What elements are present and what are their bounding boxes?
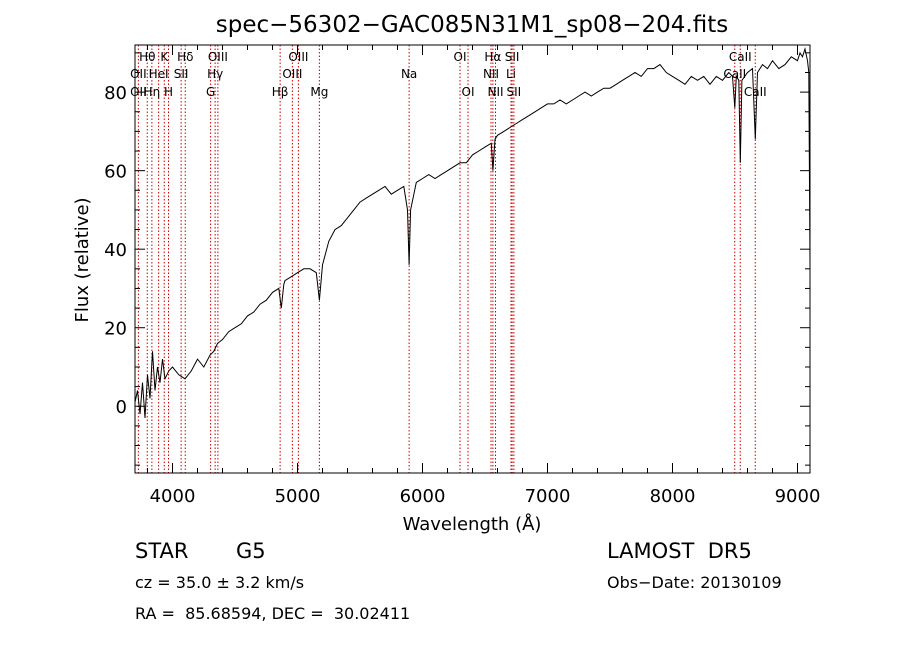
x-tick-label: 9000 bbox=[775, 486, 821, 507]
spectral-line-markers bbox=[137, 45, 756, 473]
line-label: CaII bbox=[744, 85, 767, 99]
line-label: OII bbox=[130, 67, 147, 81]
line-label: Hη bbox=[144, 85, 161, 99]
line-label: OIII bbox=[282, 67, 302, 81]
x-axis-ticks: 4000 5000 6000 7000 8000 9000 bbox=[147, 45, 821, 507]
y-tick-label: 0 bbox=[116, 397, 127, 418]
x-tick-label: 8000 bbox=[650, 486, 696, 507]
line-label: Hβ bbox=[272, 85, 289, 99]
y-tick-label: 40 bbox=[104, 240, 127, 261]
spectral-line-labels: Hθ K Hδ OIII OIII OI Hα SII CaII OII HeI SII Hγ OIII N… bbox=[130, 50, 767, 99]
line-label: HeI bbox=[149, 67, 169, 81]
line-label: Hδ bbox=[177, 50, 193, 64]
x-tick-label: 5000 bbox=[275, 486, 321, 507]
line-label: SII bbox=[507, 85, 522, 99]
line-label: G bbox=[206, 85, 215, 99]
object-class: STAR bbox=[135, 539, 189, 563]
coordinates: RA = 85.68594, DEC = 30.02411 bbox=[135, 604, 411, 623]
line-label: Li bbox=[506, 67, 516, 81]
x-tick-label: 4000 bbox=[150, 486, 196, 507]
line-label: OI bbox=[462, 85, 475, 99]
y-axis-label: Flux (relative) bbox=[72, 197, 93, 322]
redshift-cz: cz = 35.0 ± 3.2 km/s bbox=[135, 573, 305, 592]
line-label: OIII bbox=[288, 50, 308, 64]
line-label: Na bbox=[401, 67, 417, 81]
spectrum-line bbox=[134, 46, 811, 419]
line-label: CaII bbox=[729, 50, 752, 64]
x-axis-label: Wavelength (Å) bbox=[403, 513, 542, 535]
line-label: K bbox=[160, 50, 169, 64]
y-tick-label: 20 bbox=[104, 319, 127, 340]
line-label: NII bbox=[483, 67, 499, 81]
line-label: OIII bbox=[208, 50, 228, 64]
line-label: Hγ bbox=[207, 67, 223, 81]
observation-date: Obs−Date: 20130109 bbox=[607, 573, 782, 592]
line-label: Hθ bbox=[139, 50, 155, 64]
plot-frame bbox=[134, 44, 811, 474]
line-label: Mg bbox=[310, 85, 328, 99]
y-axis-ticks: 0 20 40 60 80 bbox=[104, 52, 810, 466]
line-label: SII bbox=[174, 67, 189, 81]
x-tick-label: 6000 bbox=[400, 486, 446, 507]
line-label: NII bbox=[487, 85, 503, 99]
line-label: OI bbox=[454, 50, 467, 64]
line-label: SII bbox=[505, 50, 520, 64]
y-tick-label: 60 bbox=[104, 162, 127, 183]
object-subclass: G5 bbox=[236, 539, 266, 563]
line-label: CaII bbox=[723, 67, 746, 81]
line-label: Hα bbox=[484, 50, 501, 64]
survey-name: LAMOST DR5 bbox=[607, 539, 752, 563]
y-tick-label: 80 bbox=[104, 83, 127, 104]
line-label: H bbox=[164, 85, 173, 99]
x-tick-label: 7000 bbox=[525, 486, 571, 507]
chart-title: spec−56302−GAC085N31M1_sp08−204.fits bbox=[216, 12, 728, 38]
